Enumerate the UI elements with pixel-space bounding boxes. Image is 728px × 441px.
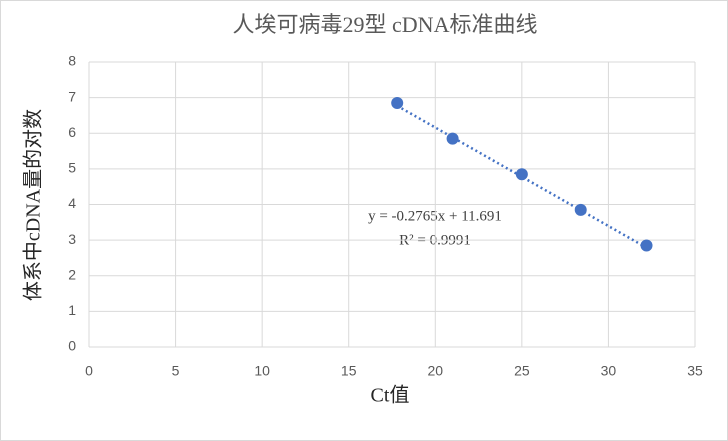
x-tick-label: 35 [687,363,703,379]
data-point [446,132,459,145]
data-point [391,96,404,109]
data-point [640,239,653,252]
chart-title: 人埃可病毒29型 cDNA标准曲线 [233,12,538,37]
x-tick-label: 5 [172,363,180,379]
y-tick-label: 6 [68,124,76,140]
y-tick-label: 4 [68,195,76,211]
data-point [574,203,587,216]
x-tick-label: 30 [601,363,617,379]
x-tick-label: 15 [341,363,357,379]
y-axis-label: 体系中cDNA量的对数 [22,109,45,301]
x-axis-label: Ct值 [371,384,410,407]
y-tick-label: 2 [68,266,76,282]
y-tick-label: 7 [68,88,76,104]
y-tick-label: 3 [68,231,76,247]
y-tick-label: 8 [68,53,76,69]
y-tick-label: 5 [68,160,76,176]
data-point [515,168,528,181]
y-tick-label: 1 [68,302,76,318]
x-tick-label: 25 [514,363,530,379]
x-tick-label: 0 [85,363,93,379]
y-tick-label: 0 [68,338,76,354]
x-tick-label: 10 [254,363,270,379]
x-tick-label: 20 [427,363,443,379]
